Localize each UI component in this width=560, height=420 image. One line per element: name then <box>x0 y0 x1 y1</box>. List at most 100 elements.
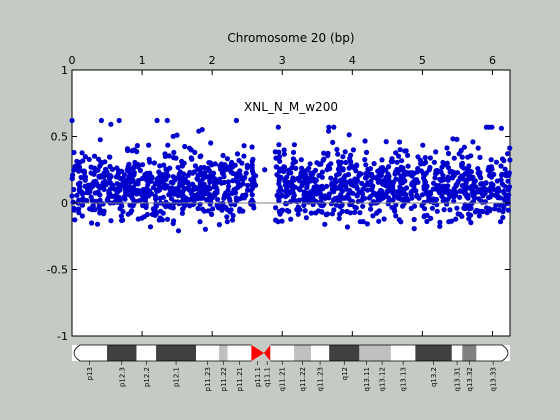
data-point <box>171 149 177 156</box>
data-point <box>161 162 167 168</box>
q-arm-outline <box>270 344 509 362</box>
data-point <box>209 211 215 217</box>
data-point <box>108 121 114 127</box>
data-point <box>383 139 389 145</box>
data-point <box>371 190 377 196</box>
data-point <box>277 158 283 164</box>
data-point <box>379 157 385 163</box>
data-point <box>71 186 77 193</box>
data-point <box>147 224 154 230</box>
data-point <box>235 173 241 179</box>
data-point <box>507 145 513 151</box>
data-point <box>411 178 417 185</box>
data-point <box>411 226 417 232</box>
data-point <box>325 153 331 159</box>
data-point <box>152 193 158 199</box>
data-point <box>98 160 104 167</box>
x-tick-label: 3 <box>279 54 286 67</box>
data-point <box>97 174 103 180</box>
x-tick-label: 4 <box>349 54 356 67</box>
data-point <box>456 151 462 157</box>
data-point <box>154 177 160 183</box>
data-point <box>189 156 195 162</box>
data-point <box>429 205 435 211</box>
data-point <box>445 196 451 202</box>
data-point <box>214 179 220 185</box>
data-point <box>329 181 335 187</box>
data-point <box>288 216 294 222</box>
data-point <box>451 155 457 161</box>
data-point <box>92 179 99 185</box>
data-point <box>478 175 484 181</box>
y-tick-label: -0.5 <box>47 264 68 277</box>
data-point <box>476 196 482 202</box>
data-point <box>428 215 434 221</box>
data-point <box>291 192 297 198</box>
band-label: q13.32 <box>466 367 474 391</box>
data-point <box>146 179 152 185</box>
data-point <box>167 186 173 192</box>
data-point <box>146 142 152 148</box>
data-point <box>222 204 229 210</box>
data-point <box>208 140 214 146</box>
data-point <box>91 171 97 177</box>
data-point <box>298 173 304 179</box>
data-point <box>151 160 157 166</box>
data-point <box>502 166 508 172</box>
data-point <box>468 201 474 207</box>
data-point <box>437 223 443 229</box>
data-point <box>282 178 288 184</box>
data-point <box>485 167 491 173</box>
data-point <box>500 209 506 215</box>
band-label: p12.3 <box>118 367 126 387</box>
data-point <box>290 160 296 167</box>
x-tick-label: 1 <box>139 54 146 67</box>
data-point <box>249 197 255 203</box>
data-point <box>181 179 187 185</box>
centromere-band <box>251 345 265 361</box>
data-point <box>279 218 285 224</box>
data-point <box>492 187 498 193</box>
data-point <box>389 156 395 162</box>
data-point <box>397 167 403 173</box>
data-point <box>433 149 439 155</box>
data-point <box>370 213 376 219</box>
data-point <box>454 205 460 211</box>
data-point <box>385 189 391 195</box>
data-point <box>95 183 101 189</box>
data-point <box>317 189 323 195</box>
data-point <box>427 155 433 161</box>
data-point <box>331 207 337 213</box>
data-point <box>224 164 230 170</box>
data-point <box>201 184 207 190</box>
ideogram-band <box>462 345 477 361</box>
data-point <box>364 221 370 227</box>
ideogram-band <box>373 345 391 361</box>
data-point <box>499 181 505 187</box>
data-point <box>344 224 351 230</box>
ideogram-band <box>294 345 311 361</box>
data-point <box>158 184 164 190</box>
data-point <box>158 208 164 214</box>
data-point <box>253 173 259 179</box>
data-point <box>276 149 282 155</box>
data-point <box>218 166 224 172</box>
data-point <box>477 154 483 160</box>
data-point <box>147 159 153 165</box>
data-point <box>237 206 243 212</box>
data-point <box>345 171 352 178</box>
data-point <box>363 149 370 155</box>
data-point <box>445 188 451 194</box>
data-point <box>324 167 330 173</box>
data-point <box>441 207 447 213</box>
data-point <box>157 163 163 169</box>
data-point <box>504 201 510 207</box>
data-point <box>226 183 232 189</box>
data-point <box>475 170 481 176</box>
data-point <box>297 178 303 184</box>
data-point <box>140 162 146 168</box>
data-point <box>347 156 353 162</box>
data-point <box>109 166 115 172</box>
data-point <box>192 149 198 155</box>
